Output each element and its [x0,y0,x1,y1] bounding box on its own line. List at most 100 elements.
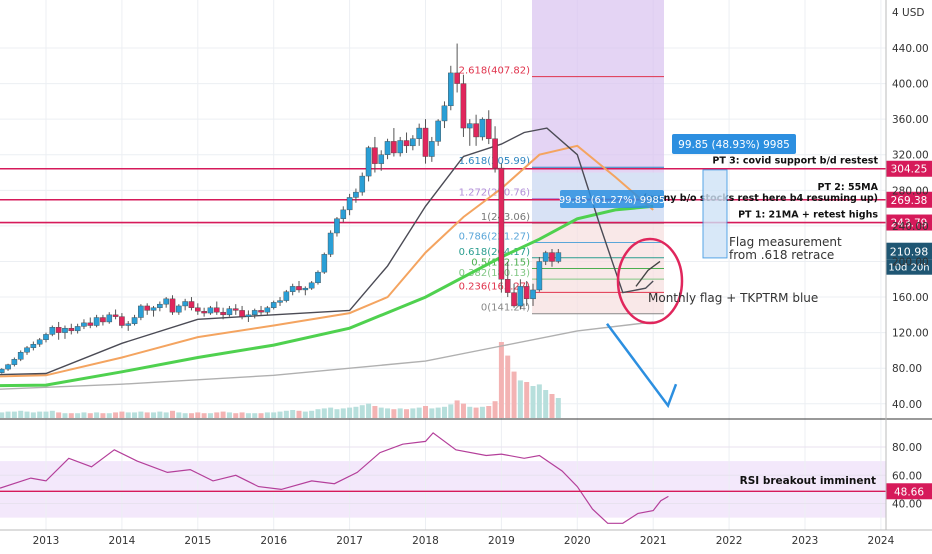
time-tick-label: 2021 [640,535,667,547]
volume-bar [498,342,504,418]
candle-body [17,352,24,360]
volume-bar [195,412,201,418]
candle-body [479,118,486,138]
volume-bar [226,412,232,418]
rsi-value-tag [886,483,932,500]
candle-body [163,298,169,305]
candle-body [403,140,410,147]
candle-body [30,343,37,348]
time-tick-label: 2018 [412,535,439,547]
time-tick-label: 2016 [260,535,287,547]
volume-bar [353,406,359,418]
volume-bar [347,407,353,418]
flag-highlight-ellipse [616,237,684,325]
candle-body [549,252,555,262]
candle-body [93,317,100,326]
volume-bar [511,371,517,418]
volume-bar [372,406,378,418]
volume-bar [81,412,87,418]
time-tick-label: 2019 [488,535,515,547]
candle-body [188,301,195,308]
volume-bar [258,413,264,418]
volume-bar [505,355,511,418]
candle-body [55,327,62,333]
moving-average-200ma [0,321,654,390]
volume-bar [239,412,245,418]
candle-body [327,232,334,255]
volume-bar [378,407,384,418]
candle-body [68,327,75,332]
candle-body [62,327,68,333]
volume-bar [49,410,55,418]
candle-body [372,147,378,164]
time-tick-label: 2020 [564,535,591,547]
flag-path [635,260,661,287]
rsi-line [0,432,669,524]
annotation-text: Monthly flag + TKPTRM blue [648,291,818,305]
candle-body [542,252,549,262]
candle-body [43,334,49,340]
candle-body [517,286,524,307]
volume-bar [30,412,36,418]
fib-level-label: 2.618(407.82) [459,66,531,77]
volume-bar [207,413,213,418]
candle-body [346,197,353,211]
volume-bar [163,412,169,418]
candle-body [334,218,340,234]
volume-bar [536,384,542,418]
volume-bar [435,407,441,418]
volume-bar [340,408,346,418]
candle-body [112,314,119,317]
time-tick-label: 2024 [868,535,895,547]
volume-bar [87,413,93,418]
candle-body [5,364,11,370]
candle-body [378,154,385,164]
candle-body [201,311,207,314]
candle-body [498,167,505,280]
volume-bar [94,412,100,418]
candle-body [277,300,283,303]
price-tick-label: 360.00 [892,114,929,126]
candle-body [270,302,277,308]
volume-bar [517,380,523,418]
projection-arrow [605,322,678,409]
candle-body [182,301,188,307]
fib-level-label: 0.382(180.13) [459,268,531,279]
candle-body [555,252,562,262]
price-axis-header: 4 USD [892,7,924,19]
candle-body [397,140,404,154]
volume-bar [321,408,327,418]
rsi-tick-label: 80.00 [892,442,922,454]
candle-body [207,307,214,314]
projection-zone [532,0,664,173]
candle-body [340,209,347,219]
price-tick-label: 120.00 [892,328,929,340]
candle-body [138,305,144,318]
volume-bar [410,408,416,418]
volume-bar [473,407,479,418]
candle-body [384,141,391,155]
volume-bar [277,411,283,418]
candle-body [176,305,182,313]
rsi-annotation: RSI breakout imminent [740,475,876,487]
target-note: PT 3: covid support b/d restest [712,156,878,167]
volume-bar [524,382,530,418]
candle-body [536,261,543,291]
candle-body [429,141,435,157]
time-tick-label: 2015 [184,535,211,547]
annotation-text: Flag measurement [729,235,842,249]
candle-body [226,308,233,316]
volume-bar [530,386,536,418]
target-price-label: 243.79 [891,218,928,230]
candle-body [448,72,454,107]
candle-body [511,292,517,307]
volume-bar [37,411,43,418]
candle-body [391,141,397,154]
price-tick-label: 240.00 [892,221,929,233]
volume-bar [43,411,49,418]
volume-bar [309,410,315,418]
candle-body [289,286,296,292]
countdown-tag [886,259,932,275]
